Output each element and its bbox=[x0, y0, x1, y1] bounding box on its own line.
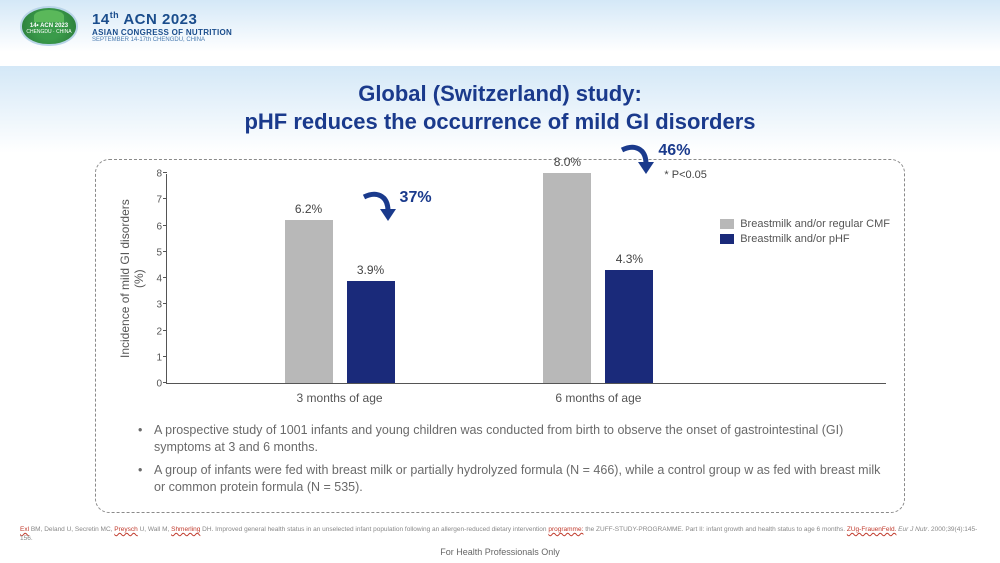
bar-value-label: 4.3% bbox=[605, 252, 653, 266]
citation-red: programme: bbox=[548, 526, 583, 533]
y-tick: 8 bbox=[156, 169, 162, 180]
y-axis: 012345678 bbox=[146, 174, 166, 384]
leaf-icon bbox=[34, 10, 64, 22]
y-tick: 7 bbox=[156, 195, 162, 206]
legend-label: Breastmilk and/or regular CMF bbox=[740, 218, 890, 230]
bullet-item: A prospective study of 1001 infants and … bbox=[138, 422, 886, 456]
y-axis-label: Incidence of mild GI disorders (%) bbox=[114, 174, 146, 384]
bar-group: 8.0% 4.3% bbox=[543, 173, 653, 383]
conference-logo-badge: 14• ACN 2023 CHENGDU · CHINA bbox=[20, 6, 78, 46]
header-title-th: th bbox=[110, 10, 120, 20]
chart-plot-area: Breastmilk and/or regular CMF Breastmilk… bbox=[166, 174, 886, 384]
bar-value-label: 3.9% bbox=[347, 263, 395, 277]
arrow-icon bbox=[616, 142, 656, 187]
header-dates: SEPTEMBER 14-17th CHENGDU, CHINA bbox=[92, 37, 232, 43]
citation-body: DH. Improved general health status in an… bbox=[200, 526, 548, 533]
reduction-percent: 37% bbox=[400, 189, 432, 207]
legend-item-cmf: Breastmilk and/or regular CMF bbox=[720, 218, 890, 230]
bar-value-label: 8.0% bbox=[543, 155, 591, 169]
chart-legend: Breastmilk and/or regular CMF Breastmilk… bbox=[720, 218, 890, 248]
y-tick: 2 bbox=[156, 326, 162, 337]
study-description: A prospective study of 1001 infants and … bbox=[114, 422, 886, 496]
reduction-percent: 46% bbox=[658, 142, 690, 160]
citation-author-red: Preysch bbox=[114, 526, 137, 533]
bar-phf: 4.3% bbox=[605, 270, 653, 383]
header-text: 14th ACN 2023 ASIAN CONGRESS OF NUTRITIO… bbox=[92, 10, 232, 43]
citation-author-red: Exl bbox=[20, 526, 29, 533]
bar-phf: 3.9% bbox=[347, 281, 395, 383]
bar-value-label: 6.2% bbox=[285, 202, 333, 216]
citation-text: Exl BM, Deland U, Secretin MC, Preysch U… bbox=[20, 526, 980, 543]
footer-note: For Health Professionals Only bbox=[0, 547, 1000, 557]
citation-journal: Eur J Nutr bbox=[896, 526, 927, 533]
header-subtitle: ASIAN CONGRESS OF NUTRITION bbox=[92, 28, 232, 37]
header-title-post: ACN 2023 bbox=[123, 11, 197, 28]
slide-title: Global (Switzerland) study: pHF reduces … bbox=[0, 66, 1000, 153]
y-tick: 3 bbox=[156, 300, 162, 311]
y-tick: 4 bbox=[156, 274, 162, 285]
bar-cmf: 8.0% bbox=[543, 173, 591, 383]
title-line2: pHF reduces the occurrence of mild GI di… bbox=[0, 108, 1000, 136]
bullet-item: A group of infants were fed with breast … bbox=[138, 462, 886, 496]
y-tick: 5 bbox=[156, 247, 162, 258]
citation-body: the ZUFF-STUDY-PROGRAMME. Part II: infan… bbox=[583, 526, 846, 533]
citation-red: ZUg-FrauenFeld. bbox=[847, 526, 897, 533]
legend-label: Breastmilk and/or pHF bbox=[740, 233, 849, 245]
badge-line2: CHENGDU · CHINA bbox=[26, 29, 71, 35]
y-tick: 6 bbox=[156, 221, 162, 232]
title-line1: Global (Switzerland) study: bbox=[0, 80, 1000, 108]
legend-item-phf: Breastmilk and/or pHF bbox=[720, 233, 890, 245]
arrow-icon bbox=[358, 189, 398, 234]
bar-chart: Incidence of mild GI disorders (%) 01234… bbox=[114, 174, 886, 384]
citation-authors: U, Wall M, bbox=[138, 526, 171, 533]
legend-swatch bbox=[720, 219, 734, 229]
legend-swatch bbox=[720, 234, 734, 244]
category-label: 3 months of age bbox=[297, 391, 383, 405]
content-panel: Incidence of mild GI disorders (%) 0 1 2 3 4… bbox=[95, 159, 905, 513]
header-bar: 14• ACN 2023 CHENGDU · CHINA 14th ACN 20… bbox=[0, 0, 1000, 52]
category-label: 6 months of age bbox=[555, 391, 641, 405]
bar-group: 6.2% 3.9% bbox=[285, 220, 395, 383]
citation-author-red: Shmerling bbox=[171, 526, 200, 533]
bar-cmf: 6.2% bbox=[285, 220, 333, 383]
y-tick: 0 bbox=[156, 379, 162, 390]
header-title-pre: 14 bbox=[92, 11, 110, 28]
header-title: 14th ACN 2023 bbox=[92, 10, 232, 28]
y-tick: 1 bbox=[156, 352, 162, 363]
reduction-arrow: 37% bbox=[358, 189, 432, 234]
citation-authors: BM, Deland U, Secretin MC, bbox=[29, 526, 114, 533]
p-value-label: * P<0.05 bbox=[664, 169, 707, 181]
